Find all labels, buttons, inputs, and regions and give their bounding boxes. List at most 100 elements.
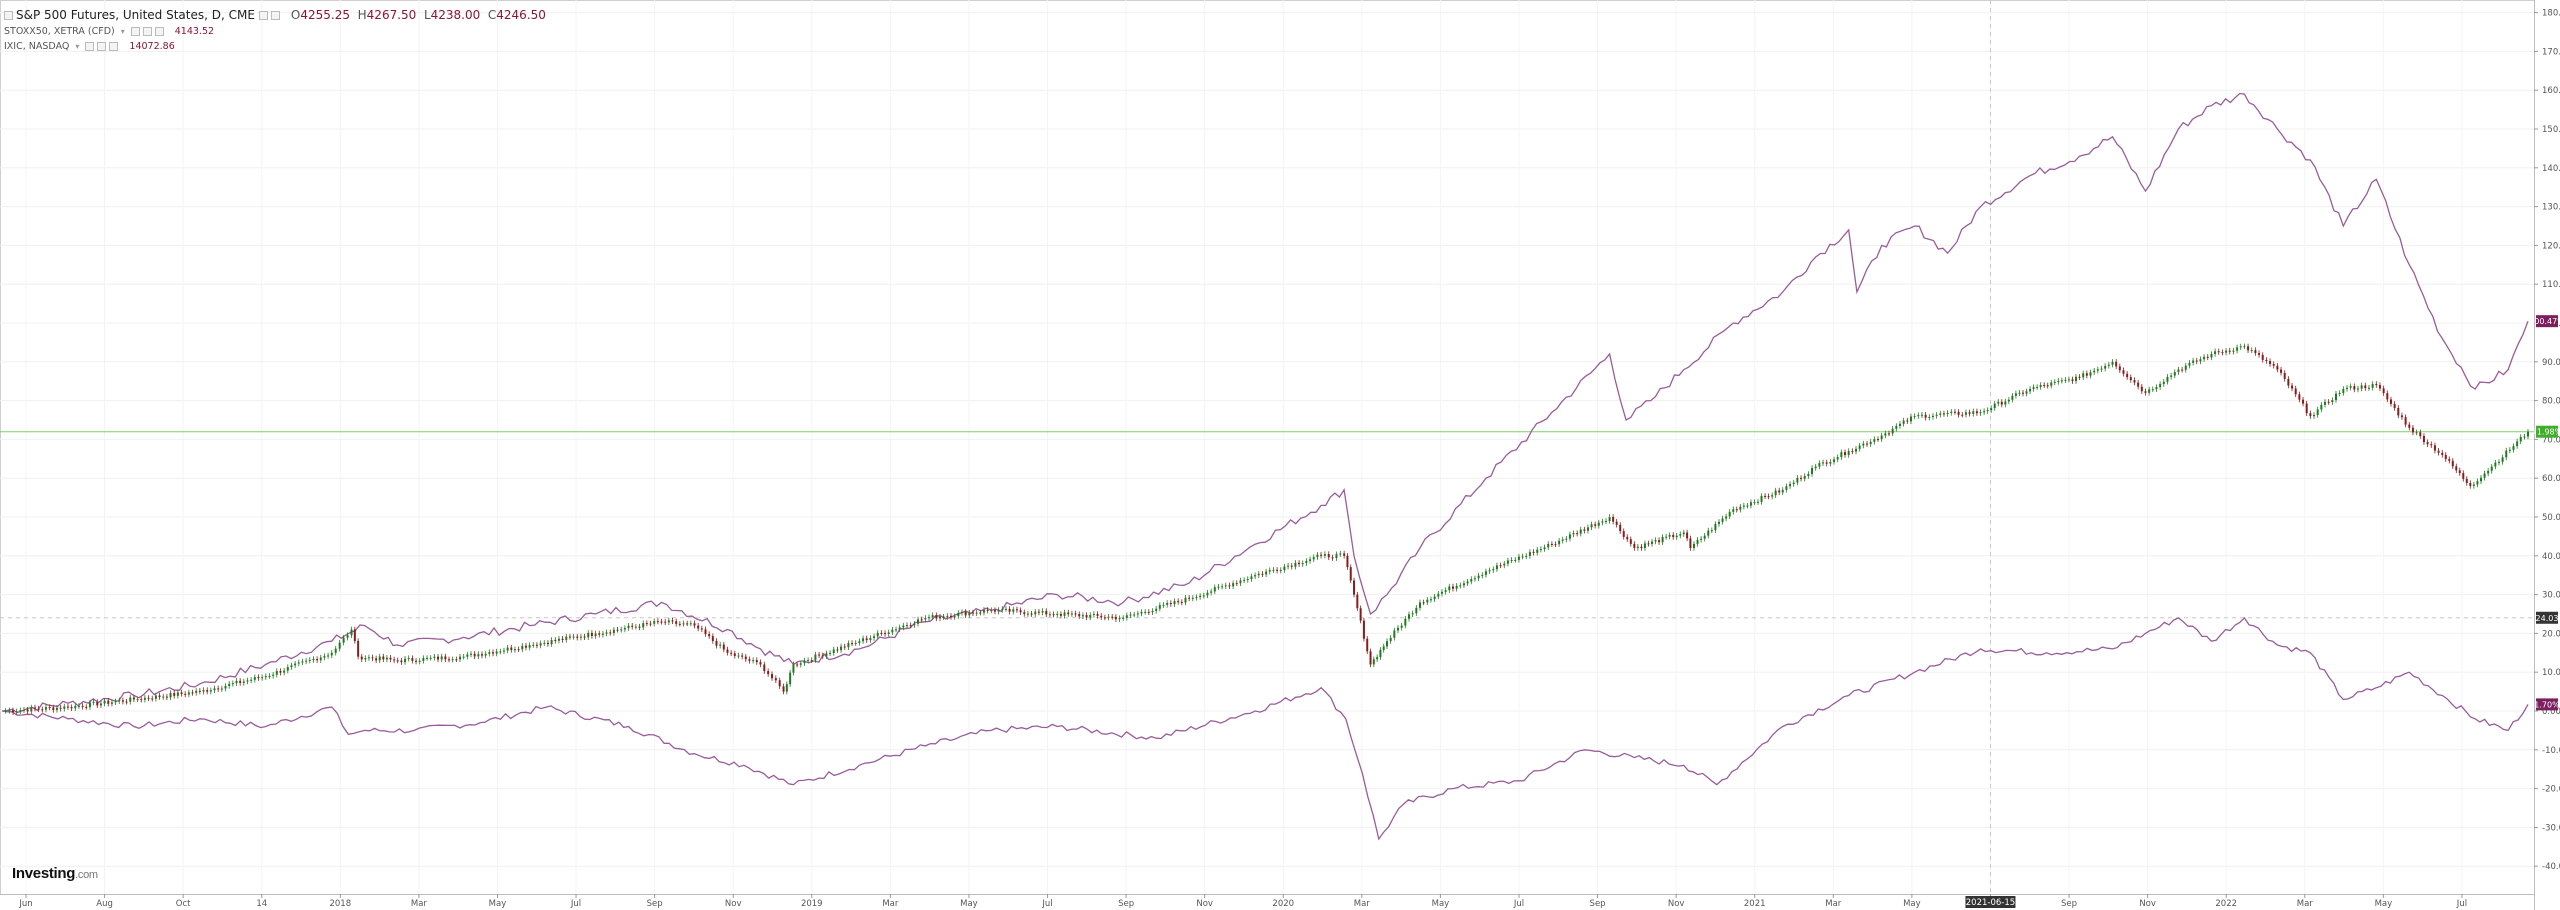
candle-body	[1928, 416, 1931, 418]
candle-body	[767, 671, 770, 675]
candle-body	[37, 708, 40, 710]
y-tick-label: -20.00%	[2542, 785, 2560, 795]
candle-body	[2064, 379, 2067, 381]
candle-body	[48, 707, 51, 709]
candle-body	[44, 707, 47, 710]
candle-body	[2221, 352, 2224, 354]
candle-body	[2018, 392, 2021, 394]
candle-body	[1422, 602, 1425, 604]
legend-main-series[interactable]: S&P 500 Futures, United States, D, CME O…	[4, 6, 546, 24]
candle-body	[1015, 609, 1018, 611]
candle-body	[1499, 565, 1502, 567]
candle-body	[964, 611, 967, 616]
chevron-down-icon[interactable]: ▾	[120, 27, 125, 36]
candle-body	[561, 638, 564, 640]
candle-body	[22, 709, 25, 711]
candle-body	[231, 683, 234, 685]
candle-body	[1665, 536, 1668, 538]
candle-body	[554, 639, 557, 641]
candle-body	[858, 641, 861, 643]
candle-body	[2177, 369, 2180, 373]
candle-body	[928, 617, 931, 619]
candle-body	[803, 660, 806, 664]
candle-body	[2389, 399, 2392, 404]
candle-body	[814, 654, 817, 661]
candle-body	[1470, 579, 1473, 582]
plot-frame	[0, 0, 2535, 895]
candle-body	[1155, 608, 1158, 611]
candle-body	[1785, 486, 1788, 490]
candle-body	[1268, 570, 1271, 572]
legend-series-stoxx[interactable]: STOXX50, XETRA (CFD) ▾ 4143.52	[4, 24, 546, 39]
candle-body	[1437, 593, 1440, 597]
candle-body	[1756, 501, 1759, 503]
candle-body	[550, 639, 553, 645]
candle-body	[484, 653, 487, 656]
candle-body	[946, 615, 949, 618]
x-tick-label: Jul	[1513, 899, 1524, 909]
x-tick-label: Sep	[1590, 899, 1606, 909]
candle-body	[1672, 534, 1675, 538]
candle-body	[1957, 411, 1960, 415]
nasdaq-symbol[interactable]: IXIC, NASDAQ	[4, 41, 70, 52]
candle-body	[1510, 559, 1513, 561]
candle-body	[1975, 411, 1978, 414]
collapse-legend-icon[interactable]	[4, 10, 13, 20]
candle-body	[656, 621, 659, 623]
candle-body	[598, 633, 601, 635]
candle-body	[2408, 424, 2411, 428]
series-settings-icon[interactable]	[142, 27, 152, 36]
candle-body	[1386, 641, 1389, 647]
series-remove-icon[interactable]	[109, 42, 119, 51]
candle-body	[2508, 449, 2511, 451]
candle-body	[2494, 462, 2497, 467]
y-tick-label: 140.00%	[2542, 164, 2560, 174]
series-settings-icon[interactable]	[270, 10, 280, 20]
series-settings-icon[interactable]	[97, 42, 107, 51]
x-tick-label: May	[1432, 899, 1450, 909]
candle-body	[1800, 477, 1803, 479]
series-remove-icon[interactable]	[154, 27, 164, 36]
candle-body	[1023, 612, 1026, 614]
candle-body	[147, 697, 150, 699]
candle-body	[2294, 388, 2297, 395]
candle-body	[2228, 350, 2231, 352]
candle-body	[1283, 566, 1286, 570]
chevron-down-icon[interactable]: ▾	[75, 42, 80, 51]
candle-body	[1767, 496, 1770, 498]
candle-body	[771, 674, 774, 679]
main-series-symbol[interactable]: S&P 500 Futures, United States, D, CME	[16, 8, 255, 22]
series-visibility-icon[interactable]	[130, 27, 140, 36]
candle-body	[1597, 522, 1600, 526]
candle-body	[1085, 615, 1088, 618]
candle-body	[1525, 555, 1528, 557]
series-visibility-icon[interactable]	[85, 42, 95, 51]
candle-body	[11, 710, 14, 713]
candle-body	[1506, 560, 1509, 564]
candle-body	[1407, 614, 1410, 619]
candle-body	[1586, 527, 1589, 531]
candle-body	[2104, 365, 2107, 369]
candle-body	[2469, 483, 2472, 486]
candle-body	[1532, 551, 1535, 553]
candle-body	[935, 615, 938, 619]
candle-body	[1725, 516, 1728, 519]
x-tick-label: Jul	[2456, 899, 2467, 909]
candle-body	[2133, 380, 2136, 383]
legend-series-nasdaq[interactable]: IXIC, NASDAQ ▾ 14072.86	[4, 39, 546, 54]
candle-body	[375, 658, 378, 661]
candle-body	[612, 629, 615, 634]
candle-body	[1836, 457, 1839, 460]
x-tick-label: Mar	[2297, 899, 2314, 909]
candle-body	[1626, 536, 1629, 540]
candle-body	[257, 677, 260, 679]
candle-body	[342, 637, 345, 643]
candle-body	[693, 623, 696, 626]
candle-body	[1147, 611, 1150, 613]
candle-body	[2375, 383, 2378, 386]
x-tick-label: May	[489, 899, 507, 909]
candle-body	[1942, 413, 1945, 415]
stoxx-symbol[interactable]: STOXX50, XETRA (CFD)	[4, 26, 115, 37]
series-visibility-icon[interactable]	[258, 10, 268, 20]
candle-body	[1056, 614, 1059, 615]
